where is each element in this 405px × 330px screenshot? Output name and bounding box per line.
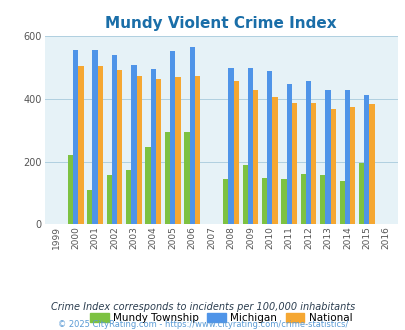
- Bar: [369, 104, 374, 224]
- Bar: [324, 90, 330, 224]
- Bar: [92, 50, 98, 224]
- Bar: [358, 163, 363, 224]
- Bar: [286, 84, 291, 224]
- Bar: [170, 51, 175, 224]
- Bar: [87, 190, 92, 224]
- Bar: [136, 76, 141, 224]
- Bar: [344, 89, 349, 224]
- Bar: [252, 90, 258, 224]
- Bar: [233, 82, 238, 224]
- Bar: [194, 76, 200, 224]
- Bar: [150, 69, 156, 224]
- Text: Crime Index corresponds to incidents per 100,000 inhabitants: Crime Index corresponds to incidents per…: [51, 302, 354, 312]
- Bar: [247, 68, 252, 224]
- Bar: [266, 71, 272, 224]
- Bar: [291, 103, 296, 224]
- Bar: [112, 55, 117, 224]
- Bar: [164, 132, 170, 224]
- Bar: [349, 107, 354, 224]
- Bar: [242, 165, 247, 224]
- Bar: [261, 178, 266, 224]
- Bar: [228, 68, 233, 224]
- Bar: [184, 132, 189, 224]
- Bar: [189, 47, 194, 224]
- Bar: [131, 65, 136, 224]
- Bar: [339, 181, 344, 224]
- Bar: [300, 174, 305, 224]
- Bar: [98, 66, 103, 224]
- Legend: Mundy Township, Michigan, National: Mundy Township, Michigan, National: [86, 309, 356, 327]
- Bar: [305, 81, 311, 224]
- Text: © 2025 CityRating.com - https://www.cityrating.com/crime-statistics/: © 2025 CityRating.com - https://www.city…: [58, 320, 347, 329]
- Bar: [68, 155, 73, 224]
- Bar: [320, 175, 324, 224]
- Bar: [73, 50, 78, 224]
- Bar: [78, 66, 83, 224]
- Bar: [175, 77, 180, 224]
- Bar: [117, 70, 122, 224]
- Title: Mundy Violent Crime Index: Mundy Violent Crime Index: [105, 16, 336, 31]
- Bar: [223, 179, 228, 224]
- Bar: [145, 147, 150, 224]
- Bar: [311, 103, 315, 224]
- Bar: [156, 79, 161, 224]
- Bar: [126, 170, 131, 224]
- Bar: [107, 175, 112, 224]
- Bar: [330, 109, 335, 224]
- Bar: [272, 97, 277, 224]
- Bar: [281, 179, 286, 224]
- Bar: [363, 95, 369, 224]
